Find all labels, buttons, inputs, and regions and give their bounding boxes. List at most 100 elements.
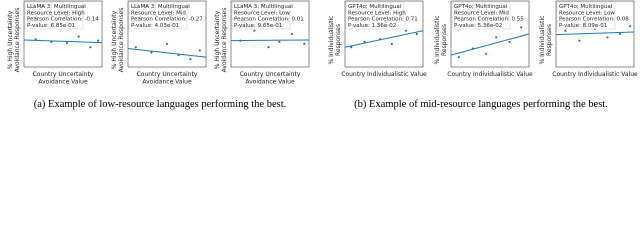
point <box>65 42 68 45</box>
caption: (b) Example of mid-resource languages pe… <box>354 99 608 110</box>
point <box>379 38 382 41</box>
title-line: Pearson Correlation: 0.71 <box>348 17 418 23</box>
x-axis-label: Avoidance Value <box>245 79 295 86</box>
plot-frame <box>23 0 103 68</box>
title-line: Resource Level: High <box>27 10 85 16</box>
title-box <box>128 1 188 30</box>
caption: (a) Example of low-resource languages pe… <box>34 99 287 110</box>
point <box>239 39 242 42</box>
title-line: Resource Level: Mid <box>454 10 509 16</box>
point <box>290 32 293 36</box>
point <box>278 40 281 44</box>
title-box <box>451 1 511 30</box>
point <box>177 54 180 57</box>
figure: (a) Example of low-resource languages pe… <box>7 0 638 110</box>
title-line: Pearson Correlation: 0.55 <box>454 17 524 23</box>
plot-frame <box>555 0 635 68</box>
y-axis-label: % High Uncertainty <box>7 10 14 69</box>
title-line: Resource Level: High <box>348 10 406 16</box>
point <box>189 57 192 61</box>
title-line: Resource Level: Low <box>559 10 615 16</box>
y-axis-label: Avoidance Responses <box>118 8 125 73</box>
title-line: Pearson Correlation: -0.27 <box>131 17 203 23</box>
point <box>350 46 353 49</box>
point <box>97 39 100 42</box>
fit-line <box>23 39 103 44</box>
title-box <box>345 1 405 30</box>
point <box>415 32 418 36</box>
point <box>363 40 366 44</box>
title-line: LLaMA 3; Multilingual <box>27 4 86 10</box>
title-line: Pearson Correlation: 0.08 <box>559 17 629 23</box>
point <box>50 40 53 44</box>
point <box>618 32 622 36</box>
title-line: GPT4o; Multilingual <box>559 4 613 10</box>
point <box>564 29 567 32</box>
point <box>253 29 256 32</box>
x-axis-label: Avoidance Value <box>142 79 192 86</box>
y-axis-label: Responses <box>335 24 342 56</box>
title-line: LLaMA 3; Multilingual <box>131 4 190 10</box>
title-box <box>231 1 291 30</box>
x-axis-label: Avoidance Value <box>38 79 88 86</box>
point <box>508 40 511 44</box>
title-line: Pearson Correlation: 0.01 <box>234 17 304 23</box>
fit-line <box>230 39 310 42</box>
y-axis-label: Avoidance Responses <box>221 8 228 73</box>
y-axis-label: % High Uncertainty <box>111 10 118 69</box>
plot-frame <box>127 0 207 68</box>
title-line: Pearson Correlation: -0.14 <box>27 17 99 23</box>
y-axis-label: % High Uncertainty <box>214 10 221 69</box>
point <box>606 36 609 39</box>
y-axis-label: Responses <box>441 24 448 56</box>
fit-line <box>127 48 207 58</box>
title-line: Resource Level: Low <box>234 10 290 16</box>
point <box>520 26 523 29</box>
title-line: P-value: 1.36e-02 <box>348 23 396 29</box>
x-axis-label: Country Uncertainty <box>33 71 94 78</box>
title-line: P-value: 8.09e-01 <box>559 23 607 29</box>
point <box>267 46 270 49</box>
plot-frame <box>344 0 424 68</box>
title-line: Resource Level: Mid <box>131 10 186 16</box>
point <box>89 46 92 49</box>
point <box>34 38 37 41</box>
title-line: GPT4o; Multilingual <box>348 4 402 10</box>
point <box>303 42 306 46</box>
y-axis-label: % Individualistic <box>539 16 546 65</box>
point <box>471 47 474 50</box>
point <box>495 36 498 39</box>
x-axis-label: Country Individualistic Value <box>341 71 427 78</box>
title-line: GPT4o; Multilingual <box>454 4 508 10</box>
point <box>578 39 581 42</box>
title-line: P-value: 6.85e-01 <box>27 23 75 29</box>
point <box>629 24 632 28</box>
x-axis-label: Country Uncertainty <box>240 71 301 78</box>
y-axis-label: Responses <box>546 24 553 56</box>
point <box>404 29 407 32</box>
y-axis-label: % Individualistic <box>434 16 441 65</box>
point <box>390 42 393 46</box>
title-line: P-value: 4.03e-01 <box>131 23 179 29</box>
point <box>485 52 488 55</box>
fit-line <box>344 30 424 48</box>
point <box>134 46 137 49</box>
x-axis-label: Country Individualistic Value <box>447 71 533 78</box>
fit-line <box>555 31 635 36</box>
point <box>150 51 153 54</box>
title-line: LLaMA 3; Multilingual <box>234 4 293 10</box>
point <box>77 35 80 38</box>
point <box>165 42 169 46</box>
x-axis-label: Country Individualistic Value <box>552 71 638 78</box>
y-axis-label: % Individualistic <box>328 16 335 65</box>
y-axis-label: Avoidance Responses <box>14 8 21 73</box>
point <box>198 49 201 52</box>
title-box <box>556 1 616 30</box>
title-box <box>24 1 84 30</box>
title-line: P-value: 9.65e-01 <box>234 23 282 29</box>
fit-line <box>450 33 530 56</box>
point <box>457 56 460 59</box>
title-line: P-value: 5.36e-02 <box>454 23 502 29</box>
plot-frame <box>230 0 310 68</box>
x-axis-label: Country Uncertainty <box>137 71 198 78</box>
